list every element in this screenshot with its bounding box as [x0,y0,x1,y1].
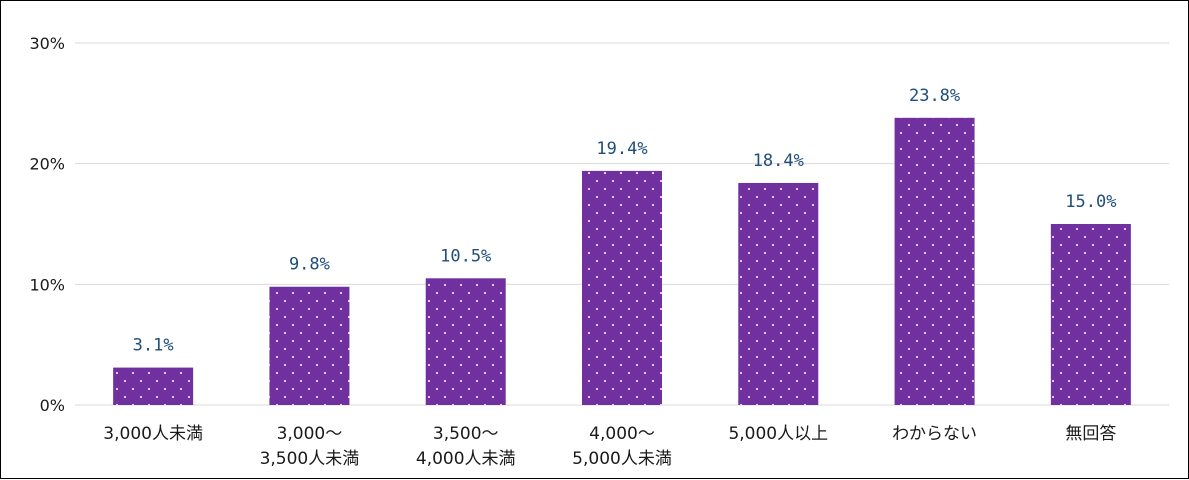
data-label: 15.0% [1065,192,1116,212]
category-label: 5,000人未満 [572,449,672,469]
category-label: 3,000人未満 [103,424,203,444]
data-label: 3.1% [133,336,174,356]
category-label: 4,000人未満 [416,449,516,469]
bars [113,117,1131,406]
category-label: わからない [892,424,977,444]
category-label: 3,000～ [277,424,343,444]
category-label: 3,500人未満 [260,449,360,469]
y-tick-label: 0% [40,396,65,415]
data-label: 18.4% [753,151,804,171]
y-tick-label: 30% [29,34,65,53]
category-label: 5,000人以上 [728,424,828,444]
data-labels: 3.1% 9.8% 10.5% 19.4% 18.4% 23.8% 15.0% [133,86,1117,356]
bar [738,182,819,405]
x-axis: 3,000人未満 3,000～ 3,500人未満 3,500～ 4,000人未満 4,00… [103,424,1116,469]
y-axis: 0% 10% 20% 30% [29,34,65,415]
y-tick-label: 10% [29,275,65,294]
category-label: 無回答 [1065,424,1116,444]
bar [269,286,350,405]
category-label: 4,000～ [589,424,655,444]
data-label: 23.8% [909,86,960,106]
data-label: 19.4% [596,139,647,159]
bar [113,367,194,405]
y-tick-label: 20% [29,155,65,174]
bar [425,278,506,405]
data-label: 10.5% [440,246,491,266]
category-label: 3,500～ [433,424,499,444]
bar [1050,224,1131,405]
bar [582,170,662,405]
data-label: 9.8% [289,255,330,275]
bar [894,117,975,406]
